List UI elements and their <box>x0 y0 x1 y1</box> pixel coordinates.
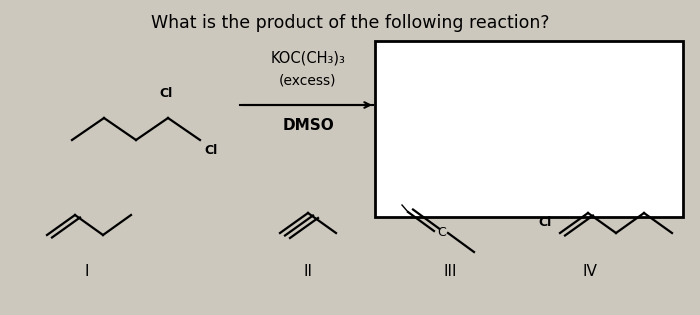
Text: Cl: Cl <box>160 87 173 100</box>
Bar <box>374 41 682 217</box>
Text: Cl: Cl <box>538 216 552 230</box>
Text: II: II <box>304 265 312 279</box>
Text: IV: IV <box>582 265 597 279</box>
Text: Cl: Cl <box>204 144 217 157</box>
Text: III: III <box>443 265 456 279</box>
Text: (excess): (excess) <box>279 73 337 87</box>
Text: KOC(CH₃)₃: KOC(CH₃)₃ <box>271 50 345 66</box>
Text: C: C <box>437 226 446 239</box>
Text: DMSO: DMSO <box>282 117 334 133</box>
Text: What is the product of the following reaction?: What is the product of the following rea… <box>150 14 550 32</box>
Text: I: I <box>85 265 90 279</box>
